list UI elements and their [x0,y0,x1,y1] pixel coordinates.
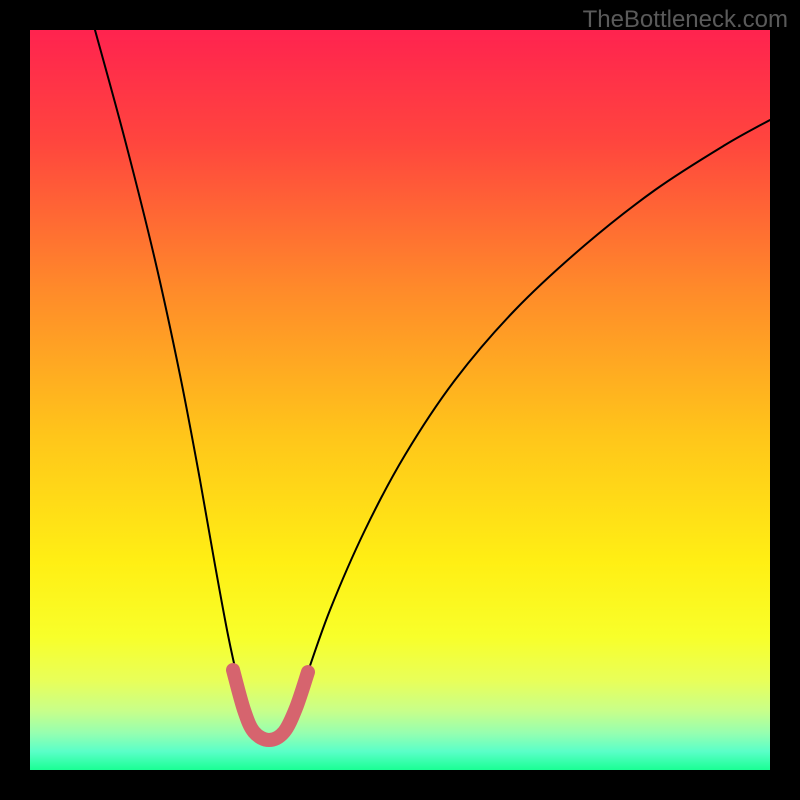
plot-area [30,30,770,770]
highlight-band [233,670,308,740]
curves-layer [30,30,770,770]
chart-outer: TheBottleneck.com [0,0,800,800]
main-curve [95,30,770,740]
watermark-text: TheBottleneck.com [583,6,788,34]
